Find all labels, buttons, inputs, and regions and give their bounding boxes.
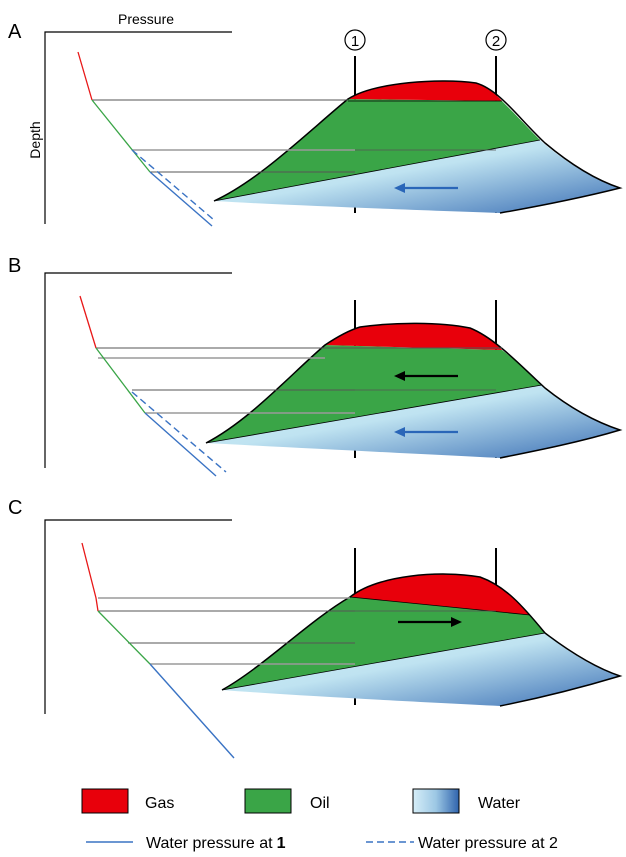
panel-c-label: C (8, 497, 22, 519)
panel-b-label: B (8, 255, 21, 277)
owc-line-c (221, 632, 546, 691)
legend-water-pressure-1-number: 1 (277, 835, 286, 852)
flow-arrow-oil-b-head (394, 371, 405, 381)
flow-arrow-water-b-head (394, 427, 405, 437)
trap-outline-a (213, 80, 623, 214)
legend-gas-swatch (81, 788, 129, 814)
oil-pressure-line-a (91, 99, 151, 173)
legend-water-label: Water (478, 795, 521, 812)
well-1-marker (344, 29, 366, 51)
gas-pressure-line-b (79, 295, 97, 349)
depth-axis-label: Depth (27, 121, 43, 158)
oil-pressure-line-b (95, 347, 146, 414)
gwc-line-c (349, 596, 531, 616)
panel-a-axes (44, 31, 232, 224)
oil-zone-b (206, 345, 542, 443)
water-zone-a (214, 140, 620, 213)
flow-arrow-water-a-head (394, 183, 405, 193)
legend-oil-label: Oil (310, 795, 330, 812)
water-zone-c (222, 633, 620, 706)
panel-c: C (8, 497, 623, 759)
well-1-label: 1 (351, 33, 359, 50)
water-pressure-2-line-b (131, 391, 227, 473)
water-zone-b (206, 385, 620, 458)
owc-line-b (205, 384, 543, 444)
gas-zone-c (350, 574, 530, 615)
well-2-label: 2 (492, 33, 500, 50)
legend-water-pressure-1-text: Water pressure at (146, 835, 273, 852)
panel-a-label: A (8, 21, 22, 43)
pressure-axis-label: Pressure (118, 11, 174, 27)
trap-outline-b (205, 322, 623, 459)
legend-oil-swatch (244, 788, 292, 814)
trap-outline-c (221, 573, 623, 707)
well-2-marker (485, 29, 507, 51)
legend-water-pressure-1-label: Water pressure at 1 (146, 835, 286, 852)
water-pressure-2-line-a (131, 149, 215, 221)
water-pressure-line-c (149, 663, 235, 759)
panel-b: B (8, 255, 623, 477)
oil-zone-c (222, 597, 545, 690)
legend-water-swatch (412, 788, 460, 814)
panel-a: A Pressure Depth 1 2 (8, 11, 623, 227)
water-pressure-1-line-b (144, 412, 217, 477)
legend-water-pressure-2-label: Water pressure at 2 (418, 835, 558, 852)
gas-pressure-line-c (81, 542, 99, 612)
legend: Gas Oil Water Water pressure at 1 Water p… (81, 788, 558, 852)
gas-zone-b (325, 323, 502, 350)
panel-b-axes (44, 272, 232, 468)
gas-pressure-line-a (77, 51, 93, 101)
oil-pressure-line-c (97, 610, 151, 665)
water-pressure-1-line-a (149, 171, 213, 227)
legend-gas-label: Gas (145, 795, 174, 812)
panel-c-axes (44, 519, 232, 714)
flow-arrow-oil-c-head (451, 617, 462, 627)
